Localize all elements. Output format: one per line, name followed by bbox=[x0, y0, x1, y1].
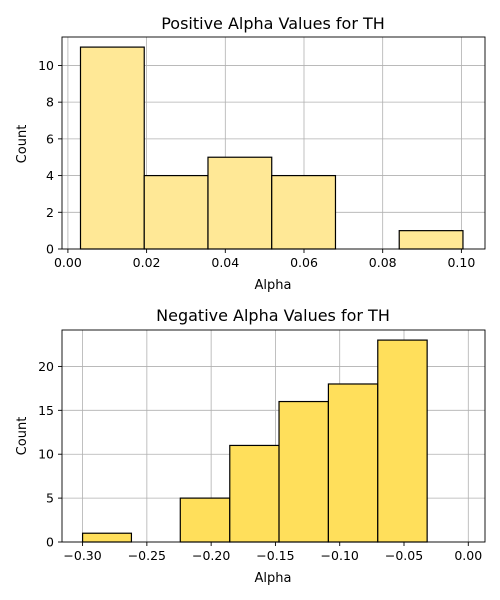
bars bbox=[81, 339, 428, 543]
x-tick-label: 0.04 bbox=[211, 255, 239, 270]
histogram-bar bbox=[179, 497, 231, 543]
histogram-bar bbox=[81, 532, 133, 543]
histogram-bar bbox=[143, 174, 209, 250]
x-tick-label: −0.15 bbox=[256, 548, 294, 563]
histogram-bar bbox=[229, 444, 280, 543]
y-tick-label: 10 bbox=[38, 447, 54, 462]
y-axis-label: Count bbox=[15, 417, 30, 456]
x-tick-label: −0.05 bbox=[385, 548, 423, 563]
y-tick-label: 15 bbox=[38, 403, 54, 418]
y-tick-label: 20 bbox=[38, 359, 54, 374]
y-tick-label: 4 bbox=[46, 168, 54, 183]
y-tick-label: 2 bbox=[46, 205, 54, 220]
chart-title: Positive Alpha Values for TH bbox=[161, 14, 385, 33]
y-tick-label: 8 bbox=[46, 95, 54, 110]
x-tick-label: −0.20 bbox=[192, 548, 230, 563]
x-tick-label: 0.02 bbox=[133, 255, 161, 270]
x-tick-label: −0.10 bbox=[321, 548, 359, 563]
positive-alpha-histogram: Positive Alpha Values for TH Alpha Count… bbox=[15, 14, 486, 293]
x-tick-label: −0.30 bbox=[63, 548, 101, 563]
histogram-bar bbox=[398, 230, 464, 250]
x-tick-label: 0.08 bbox=[369, 255, 397, 270]
y-tick-label: 10 bbox=[38, 58, 54, 73]
axes-frame bbox=[61, 329, 486, 543]
negative-alpha-histogram: Negative Alpha Values for TH Alpha Count… bbox=[15, 306, 486, 586]
y-tick-label: 0 bbox=[46, 242, 54, 257]
y-tick-label: 5 bbox=[46, 491, 54, 506]
histogram-bar bbox=[278, 400, 329, 543]
histogram-bar bbox=[377, 339, 428, 543]
histogram-bar bbox=[327, 383, 379, 543]
y-tick-label: 6 bbox=[46, 131, 54, 146]
x-tick-label: 0.10 bbox=[447, 255, 475, 270]
y-tick-label: 0 bbox=[46, 535, 54, 550]
histogram-bar bbox=[271, 174, 337, 250]
axes-frame bbox=[61, 36, 486, 250]
x-tick-label: −0.25 bbox=[128, 548, 166, 563]
histogram-bar bbox=[207, 156, 273, 250]
x-tick-label: 0.06 bbox=[290, 255, 318, 270]
chart-title: Negative Alpha Values for TH bbox=[156, 306, 390, 325]
x-axis-label: Alpha bbox=[255, 571, 292, 586]
x-tick-label: 0.00 bbox=[54, 255, 82, 270]
x-tick-label: 0.00 bbox=[454, 548, 482, 563]
histogram-bar bbox=[79, 46, 145, 250]
y-axis-label: Count bbox=[15, 125, 30, 164]
bars bbox=[79, 46, 464, 250]
x-axis-label: Alpha bbox=[255, 278, 292, 293]
